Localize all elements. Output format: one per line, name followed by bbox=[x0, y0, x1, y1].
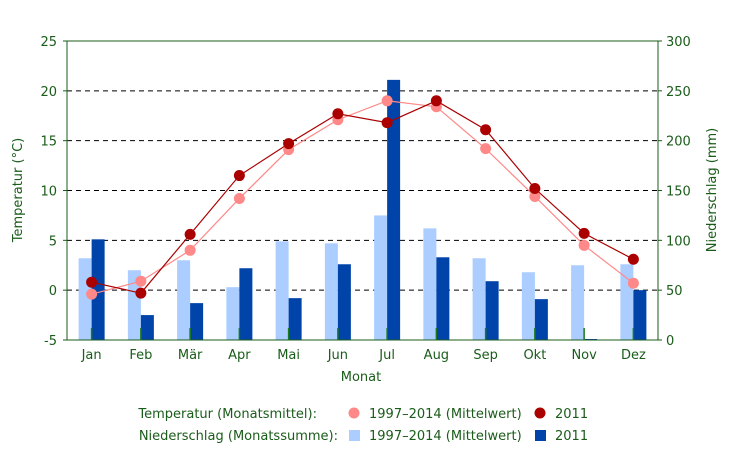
point-temp-2011-7 bbox=[430, 95, 442, 107]
legend-temp-2011-marker bbox=[534, 407, 546, 419]
point-temp-2011-1 bbox=[135, 287, 147, 299]
bar-precip-2011-11 bbox=[633, 290, 647, 340]
line-temp-mean bbox=[91, 100, 634, 295]
x-axis-title: Monat bbox=[341, 370, 381, 385]
y-left-tick-label: 10 bbox=[40, 185, 57, 200]
legend-precip-2011-marker bbox=[535, 430, 546, 441]
bar-precip-mean-3 bbox=[226, 287, 240, 340]
point-temp-mean-6 bbox=[381, 95, 393, 107]
point-temp-2011-6 bbox=[381, 117, 393, 129]
line-temp-2011 bbox=[91, 100, 634, 294]
x-tick-label: Dez bbox=[621, 348, 646, 363]
x-tick-label: Jan bbox=[81, 348, 102, 363]
y-left-tick-label: 15 bbox=[40, 135, 57, 150]
x-tick-label: Mär bbox=[178, 348, 203, 363]
x-tick-label: Feb bbox=[129, 348, 152, 363]
legend: Temperatur (Monatsmittel): 1997–2014 (Mi… bbox=[137, 407, 588, 444]
point-temp-2011-0 bbox=[86, 276, 98, 288]
bar-precip-2011-8 bbox=[485, 281, 499, 340]
gridlines bbox=[67, 90, 658, 291]
bar-precip-mean-9 bbox=[521, 272, 535, 340]
y-right-tick-label: 0 bbox=[666, 334, 674, 349]
point-temp-mean-2 bbox=[184, 244, 196, 256]
point-temp-mean-8 bbox=[480, 143, 492, 155]
bar-precip-mean-2 bbox=[177, 260, 191, 340]
point-temp-mean-3 bbox=[233, 192, 245, 204]
bar-precip-mean-8 bbox=[472, 258, 486, 340]
y-right-tick-label: 300 bbox=[666, 35, 691, 50]
x-tick-label: Sep bbox=[473, 348, 498, 363]
y-left-tick-label: 5 bbox=[49, 234, 57, 249]
y-axis-left-title: Temperatur (°C) bbox=[11, 138, 26, 244]
x-tick-label: Mai bbox=[277, 348, 300, 363]
bar-precip-mean-4 bbox=[275, 241, 289, 340]
point-temp-2011-11 bbox=[627, 253, 639, 265]
bar-precip-2011-2 bbox=[190, 303, 204, 340]
bar-precip-2011-0 bbox=[91, 239, 105, 340]
y-axis-right-title: Niederschlag (mm) bbox=[705, 128, 720, 253]
y-left-tick-label: -5 bbox=[44, 334, 57, 349]
y-left-tick-label: 25 bbox=[40, 35, 57, 50]
legend-temp-mean-marker bbox=[348, 407, 360, 419]
legend-precip-mean-marker bbox=[349, 430, 360, 441]
point-temp-mean-10 bbox=[578, 239, 590, 251]
x-tick-label: Apr bbox=[228, 348, 251, 363]
point-temp-2011-9 bbox=[529, 183, 541, 195]
legend-row-precip-label: Niederschlag (Monatssumme): bbox=[139, 429, 338, 444]
point-temp-2011-8 bbox=[480, 124, 492, 136]
point-temp-2011-3 bbox=[233, 170, 245, 182]
x-tick-label: Nov bbox=[571, 348, 597, 363]
bar-precip-2011-7 bbox=[436, 257, 450, 340]
bar-precip-mean-5 bbox=[324, 243, 338, 340]
legend-row-temperature-label: Temperatur (Monatsmittel): bbox=[137, 407, 317, 422]
bar-precip-mean-6 bbox=[374, 215, 388, 340]
bar-precip-2011-4 bbox=[288, 298, 302, 340]
x-tick-label: Aug bbox=[424, 348, 449, 363]
y-right-tick-label: 50 bbox=[666, 284, 683, 299]
y-left-tick-label: 0 bbox=[49, 284, 57, 299]
y-right-tick-label: 200 bbox=[666, 135, 691, 150]
legend-precip-2011-label: 2011 bbox=[555, 429, 588, 444]
bar-precip-mean-1 bbox=[127, 270, 141, 340]
bar-precip-2011-3 bbox=[239, 268, 253, 340]
bar-precip-2011-5 bbox=[337, 264, 351, 340]
bar-precip-mean-7 bbox=[423, 228, 437, 340]
point-temp-2011-4 bbox=[283, 138, 295, 150]
legend-precip-mean-label: 1997–2014 (Mittelwert) bbox=[369, 429, 522, 444]
bar-precip-2011-6 bbox=[387, 79, 401, 341]
bar-precip-mean-10 bbox=[571, 265, 585, 340]
x-tick-label: Jun bbox=[327, 348, 348, 363]
y-right-tick-label: 250 bbox=[666, 85, 691, 100]
point-temp-mean-11 bbox=[627, 277, 639, 289]
x-tick-label: Okt bbox=[523, 348, 546, 363]
point-temp-mean-9 bbox=[529, 190, 541, 202]
legend-temp-2011-label: 2011 bbox=[555, 407, 588, 422]
point-temp-2011-2 bbox=[184, 228, 196, 240]
bar-precip-2011-9 bbox=[534, 299, 548, 340]
bar-precip-mean-11 bbox=[620, 264, 634, 340]
legend-temp-mean-label: 1997–2014 (Mittelwert) bbox=[369, 407, 522, 422]
y-right-tick-label: 150 bbox=[666, 185, 691, 200]
y-left-tick-label: 20 bbox=[40, 85, 57, 100]
point-temp-mean-0 bbox=[86, 288, 98, 300]
y-right-tick-label: 100 bbox=[666, 234, 691, 249]
bar-precip-2011-1 bbox=[140, 315, 154, 340]
precipitation-bars bbox=[78, 79, 647, 341]
temperature-lines bbox=[86, 95, 639, 300]
point-temp-mean-1 bbox=[135, 275, 147, 287]
point-temp-2011-10 bbox=[578, 227, 590, 239]
x-tick-label: Jul bbox=[378, 348, 395, 363]
point-temp-2011-5 bbox=[332, 108, 344, 120]
